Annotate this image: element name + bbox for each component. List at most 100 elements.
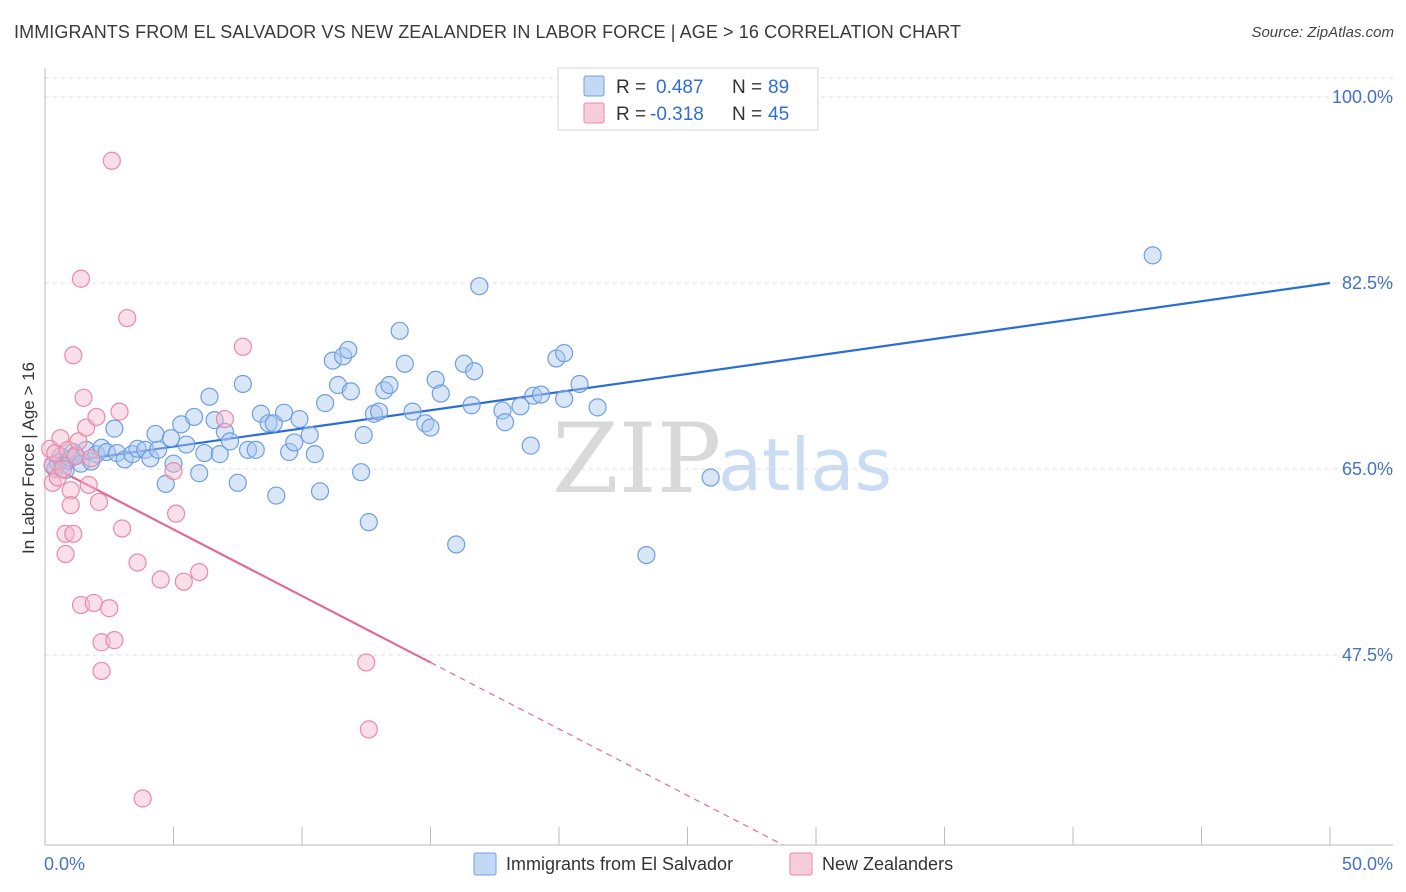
- new-zealander-point-15: [69, 432, 88, 451]
- el-salvador-point-48: [285, 433, 304, 452]
- el-salvador-point-91: [1143, 246, 1162, 265]
- new-zealander-point-6: [53, 459, 73, 479]
- bottom-legend-swatch-blue: [473, 852, 497, 876]
- bottom-legend-label-blue: Immigrants from El Salvador: [506, 854, 733, 874]
- el-salvador-point-27: [164, 454, 183, 473]
- new-zealander-point-26: [92, 661, 111, 681]
- el-salvador-point-20: [128, 439, 147, 458]
- el-salvador-point-78: [493, 401, 512, 420]
- el-salvador-point-47: [280, 442, 299, 462]
- el-salvador-point-73: [447, 535, 466, 554]
- new-zealander-point-32: [118, 308, 137, 328]
- chart-title: IMMIGRANTS FROM EL SALVADOR VS NEW ZEALA…: [14, 22, 962, 42]
- legend-r-label-blue: R =: [616, 77, 646, 98]
- el-salvador-point-79: [495, 413, 515, 432]
- source-label: Source: ZipAtlas.com: [1251, 24, 1394, 41]
- new-zealander-point-41: [233, 337, 252, 356]
- el-salvador-point-70: [421, 418, 440, 437]
- el-salvador-point-85: [555, 344, 574, 363]
- el-salvador-point-67: [395, 354, 414, 373]
- new-zealander-point-11: [61, 496, 80, 515]
- el-salvador-point-80: [511, 397, 530, 416]
- legend-n-value-blue: 89: [768, 77, 789, 98]
- el-salvador-point-89: [637, 545, 656, 565]
- el-salvador-point-30: [184, 407, 204, 427]
- el-salvador-point-74: [454, 354, 474, 373]
- legend-swatch-blue: [583, 75, 605, 97]
- new-zealander-point-13: [64, 346, 83, 365]
- el-salvador-point-72: [431, 384, 450, 403]
- legend-swatch-pink: [583, 102, 605, 124]
- new-zealander-point-2: [43, 473, 62, 492]
- el-salvador-point-71: [426, 370, 445, 389]
- y-tick-label-47-5: 47.5%: [1342, 645, 1393, 665]
- el-salvador-point-32: [195, 443, 214, 463]
- el-salvador-point-35: [210, 445, 229, 464]
- y-tick-label-100: 100.0%: [1332, 87, 1393, 107]
- new-zealander-point-30: [110, 402, 129, 421]
- el-salvador-point-58: [341, 382, 360, 401]
- el-salvador-point-38: [228, 473, 247, 492]
- new-zealander-point-8: [56, 544, 75, 564]
- new-zealander-point-21: [82, 449, 101, 468]
- legend-r-value-pink: -0.318: [650, 104, 704, 125]
- data-points: [41, 151, 1162, 808]
- el-salvador-point-24: [148, 440, 168, 459]
- new-zealander-point-40: [215, 409, 234, 429]
- new-zealander-point-14: [66, 447, 85, 466]
- bottom-legend-swatch-pink: [789, 852, 813, 876]
- el-salvador-point-52: [310, 482, 330, 501]
- legend-box: R = 0.487 N = 89 R = -0.318 N = 45: [557, 67, 819, 131]
- el-salvador-point-57: [339, 340, 358, 360]
- el-salvador-point-33: [200, 387, 219, 406]
- watermark-atlas: atlas: [718, 423, 892, 507]
- y-tick-label-82-5: 82.5%: [1342, 273, 1393, 293]
- bottom-legend: Immigrants from El Salvador New Zealande…: [473, 852, 953, 876]
- new-zealander-point-12: [64, 524, 83, 543]
- el-salvador-point-42: [251, 404, 270, 423]
- new-zealander-point-29: [105, 631, 124, 650]
- y-tick-labels: 47.5% 65.0% 82.5% 100.0%: [1332, 87, 1393, 665]
- legend-n-label-blue: N =: [732, 77, 762, 98]
- new-zealander-point-10: [61, 481, 80, 500]
- el-salvador-point-88: [588, 398, 607, 417]
- el-salvador-point-43: [259, 414, 278, 433]
- new-zealander-point-37: [166, 504, 186, 523]
- legend-r-value-blue: 0.487: [656, 77, 704, 98]
- new-zealander-point-7: [56, 524, 75, 543]
- el-salvador-point-77: [470, 277, 489, 296]
- el-salvador-point-37: [220, 432, 240, 451]
- new-zealander-point-42: [357, 653, 376, 672]
- new-zealander-point-43: [359, 720, 378, 739]
- new-zealander-point-23: [87, 407, 106, 427]
- new-zealander-trend-line: [52, 465, 432, 664]
- el-salvador-point-50: [300, 425, 319, 445]
- el-salvador-point-66: [390, 321, 409, 340]
- new-zealander-point-17: [71, 269, 91, 288]
- el-salvador-point-60: [354, 425, 373, 445]
- el-salvador-point-81: [521, 436, 540, 455]
- el-salvador-point-31: [190, 464, 209, 483]
- new-zealander-point-36: [164, 462, 183, 481]
- el-salvador-point-86: [555, 389, 574, 408]
- el-salvador-point-23: [146, 424, 165, 444]
- new-zealander-point-22: [84, 593, 103, 613]
- el-salvador-point-68: [403, 402, 422, 421]
- el-salvador-point-53: [316, 394, 335, 413]
- trend-lines: [52, 281, 1331, 846]
- new-zealander-point-33: [128, 553, 147, 572]
- el-salvador-point-65: [380, 375, 399, 395]
- watermark-zip: ZIP: [552, 403, 721, 515]
- y-tick-label-65: 65.0%: [1342, 459, 1393, 479]
- new-zealander-point-38: [174, 572, 193, 591]
- el-salvador-point-54: [323, 351, 342, 370]
- el-salvador-point-16: [105, 419, 124, 438]
- el-salvador-point-90: [701, 468, 720, 487]
- new-zealander-point-34: [133, 789, 152, 808]
- new-zealander-point-20: [79, 475, 98, 495]
- x-tick-label-max: 50.0%: [1342, 854, 1393, 874]
- el-salvador-point-29: [177, 435, 196, 454]
- el-salvador-point-40: [238, 440, 258, 459]
- el-salvador-point-41: [246, 440, 265, 459]
